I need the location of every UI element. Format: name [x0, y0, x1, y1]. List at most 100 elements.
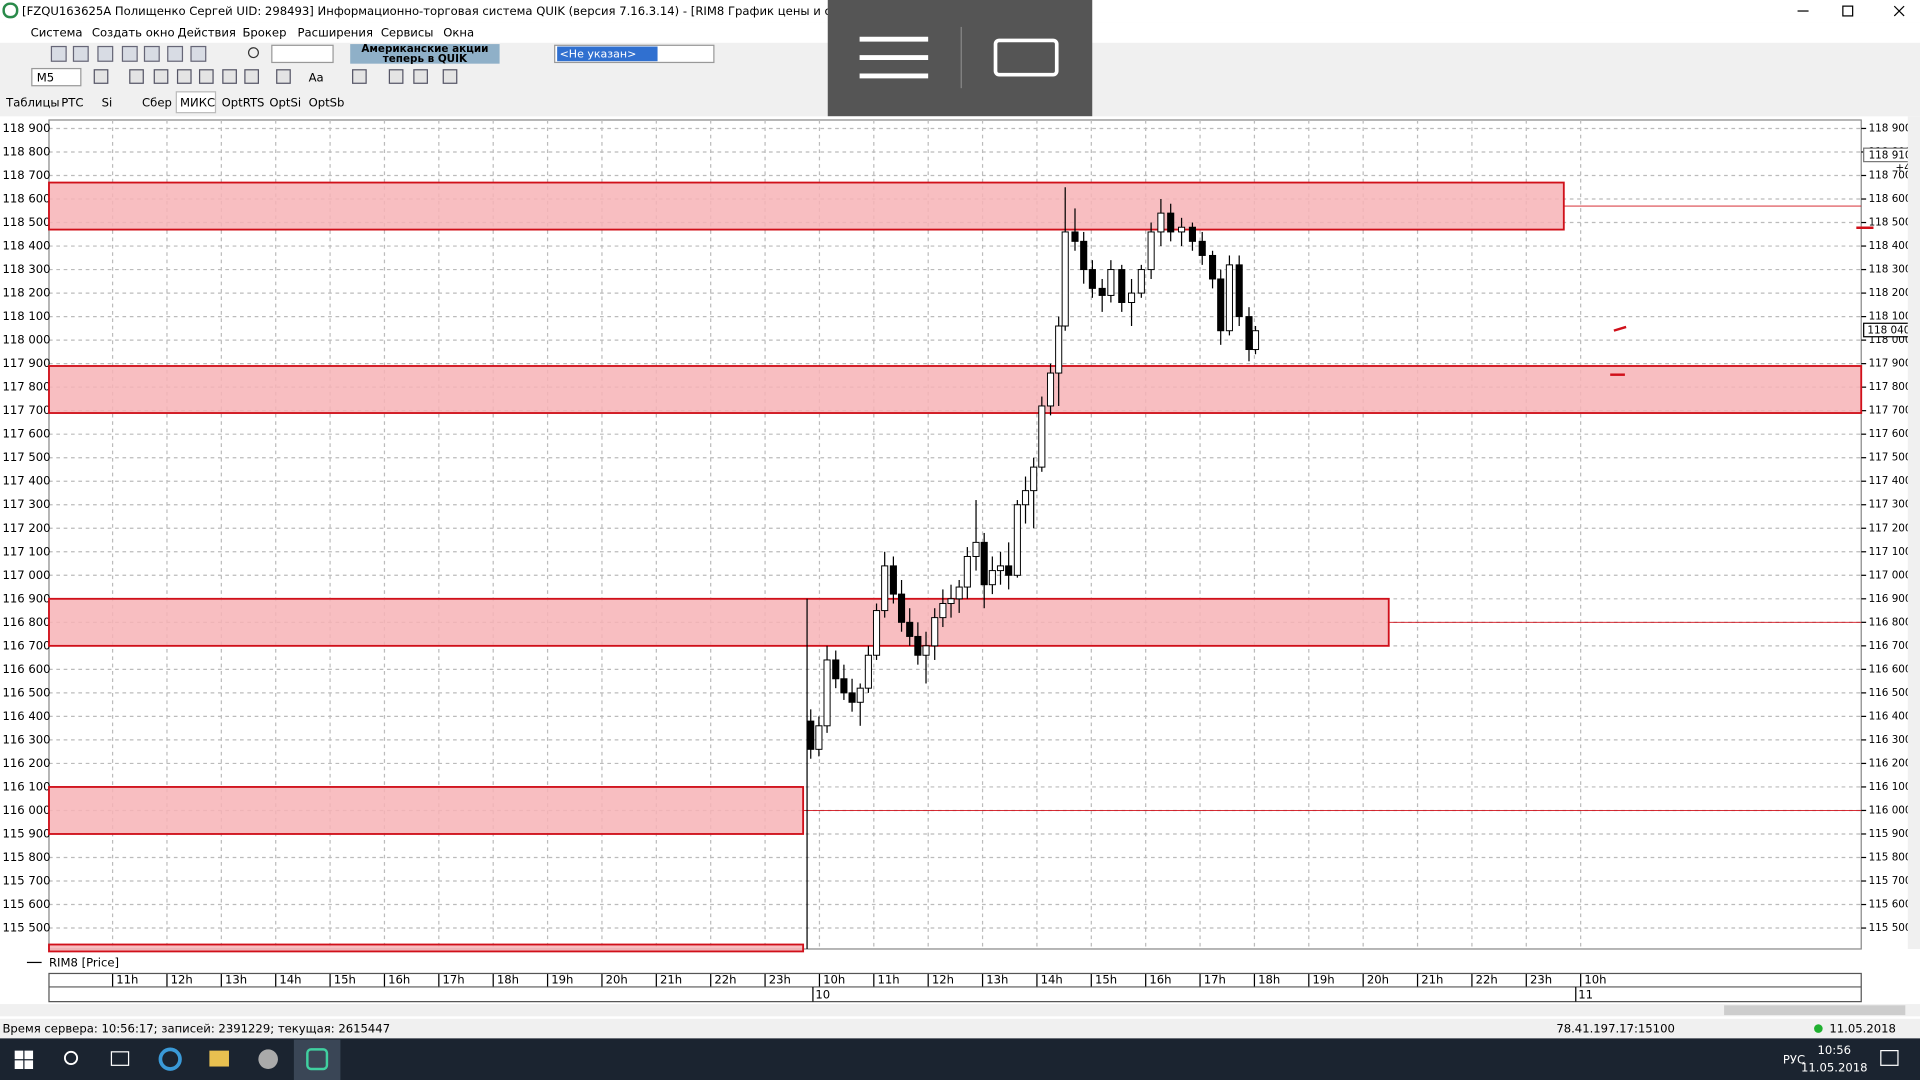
y-tick-label-right: 116 300	[1869, 734, 1912, 746]
y-tick-label: 115 500	[2, 921, 50, 935]
window-title: [FZQU163625A Полищенко Сергей UID: 29849…	[22, 4, 965, 18]
tab[interactable]: OptSb	[309, 95, 345, 109]
x-tick-label: 19h	[551, 973, 573, 987]
menu-item[interactable]: Сервисы	[381, 26, 434, 40]
tool-button[interactable]	[129, 69, 144, 84]
tool-button[interactable]	[153, 69, 169, 84]
tab[interactable]: OptRTS	[222, 95, 265, 109]
menu-item[interactable]: Действия	[178, 26, 236, 40]
x-tick-label: 16h	[388, 973, 410, 987]
tray-date[interactable]: 11.05.2018	[1801, 1060, 1868, 1074]
status-server: Время сервера: 10:56:17; записей: 239122…	[2, 1022, 390, 1036]
y-tick-label-right: 117 100	[1869, 546, 1912, 558]
search-icon[interactable]	[247, 47, 259, 59]
candle-body	[1013, 504, 1021, 576]
candle-body	[931, 617, 939, 647]
tool-button[interactable]	[276, 69, 291, 84]
y-tick-label: 116 000	[2, 803, 50, 817]
tool-button[interactable]	[222, 69, 237, 84]
x-tick-label: 10h	[823, 973, 845, 987]
tray-time[interactable]: 10:56	[1818, 1043, 1852, 1057]
y-tick-label-right: 118 200	[1869, 287, 1912, 299]
x-tick-label: 20h	[1367, 973, 1389, 987]
menu-item[interactable]: Создать окно	[92, 26, 175, 40]
banner-text: теперь в QUIK	[383, 53, 468, 65]
y-tick-label: 116 600	[2, 662, 50, 676]
tool-button[interactable]	[97, 45, 114, 62]
y-tick-label: 118 100	[2, 309, 50, 323]
y-tick-label-right: 117 700	[1869, 405, 1912, 417]
candle-body	[1157, 212, 1165, 233]
notifications[interactable]	[1880, 1050, 1899, 1066]
x-tick-label: 13h	[225, 973, 247, 987]
start-button[interactable]	[14, 1050, 34, 1069]
tab[interactable]: Si	[102, 95, 113, 109]
tray-lang[interactable]: РУС	[1783, 1052, 1805, 1066]
tool-button[interactable]	[121, 45, 138, 62]
close-button[interactable]	[1893, 5, 1905, 17]
tool-button[interactable]	[388, 69, 404, 84]
tool-button[interactable]	[176, 69, 192, 84]
candle-body	[1209, 254, 1217, 280]
banner[interactable]	[350, 44, 500, 64]
interval-combo[interactable]	[31, 67, 82, 87]
explorer-icon[interactable]	[209, 1050, 229, 1067]
menu-item[interactable]: Система	[31, 26, 83, 40]
y-tick-label: 118 600	[2, 192, 50, 206]
candle-body	[1088, 269, 1096, 289]
search-box[interactable]	[271, 44, 334, 64]
app-icon-task[interactable]	[258, 1049, 278, 1069]
quik-task[interactable]	[293, 1039, 341, 1080]
price-zone	[48, 786, 805, 835]
y-tick-label-right: 117 900	[1869, 358, 1912, 370]
tab[interactable]: МИКС	[180, 95, 215, 109]
tool-button[interactable]	[143, 45, 160, 62]
x-tick-label: 22h	[714, 973, 736, 987]
y-tick-label: 118 000	[2, 333, 50, 347]
scroll-thumb[interactable]	[1724, 1005, 1906, 1016]
font-button[interactable]: Aa	[309, 70, 324, 84]
tool-button[interactable]	[198, 69, 214, 84]
vertical-scrollbar[interactable]	[1907, 116, 1920, 949]
horizontal-scrollbar[interactable]	[0, 1004, 1920, 1017]
menu-item[interactable]: Брокер	[242, 26, 286, 40]
tool-button[interactable]	[244, 69, 259, 84]
menu-icon[interactable]	[859, 36, 929, 79]
y-tick-label-right: 117 000	[1869, 569, 1912, 581]
y-tick-label-right: 115 500	[1869, 922, 1912, 934]
tool-button[interactable]	[190, 45, 207, 62]
status-ip: 78.41.197.17:15100	[1556, 1022, 1675, 1036]
y-tick-label: 116 200	[2, 756, 50, 770]
tool-button[interactable]	[352, 69, 367, 84]
x-tick-label: 11h	[877, 973, 899, 987]
search-button[interactable]	[63, 1050, 79, 1065]
app-icon	[2, 2, 19, 19]
candle-body	[1137, 269, 1145, 294]
tool-button[interactable]	[72, 45, 89, 62]
y-tick-label: 118 400	[2, 239, 50, 253]
tool-button[interactable]	[442, 69, 458, 84]
tab[interactable]: Сбер	[142, 95, 172, 109]
tab[interactable]: РТС	[61, 95, 83, 109]
y-tick-label-right: 116 500	[1869, 687, 1912, 699]
keyboard-icon[interactable]	[993, 38, 1059, 77]
task-view[interactable]	[110, 1051, 130, 1066]
y-tick-label: 118 300	[2, 262, 50, 276]
y-tick-label: 117 600	[2, 427, 50, 441]
quik-icon	[306, 1048, 329, 1071]
tool-button[interactable]	[167, 45, 184, 62]
y-tick-label: 117 300	[2, 497, 50, 511]
restore-button[interactable]	[1842, 5, 1854, 17]
tab[interactable]: OptSi	[269, 95, 301, 109]
y-tick-label: 117 100	[2, 544, 50, 558]
menu-item[interactable]: Расширения	[298, 26, 373, 40]
tool-button[interactable]	[413, 69, 428, 84]
tool-button[interactable]	[50, 45, 67, 62]
ie-icon[interactable]	[158, 1047, 182, 1071]
menu-item[interactable]: Окна	[443, 26, 474, 40]
tab[interactable]: Таблицы	[5, 95, 59, 109]
tool-button[interactable]	[93, 69, 109, 84]
y-tick-label: 117 500	[2, 450, 50, 464]
candle-body	[881, 565, 889, 612]
y-tick-label-right: 115 600	[1869, 899, 1912, 911]
